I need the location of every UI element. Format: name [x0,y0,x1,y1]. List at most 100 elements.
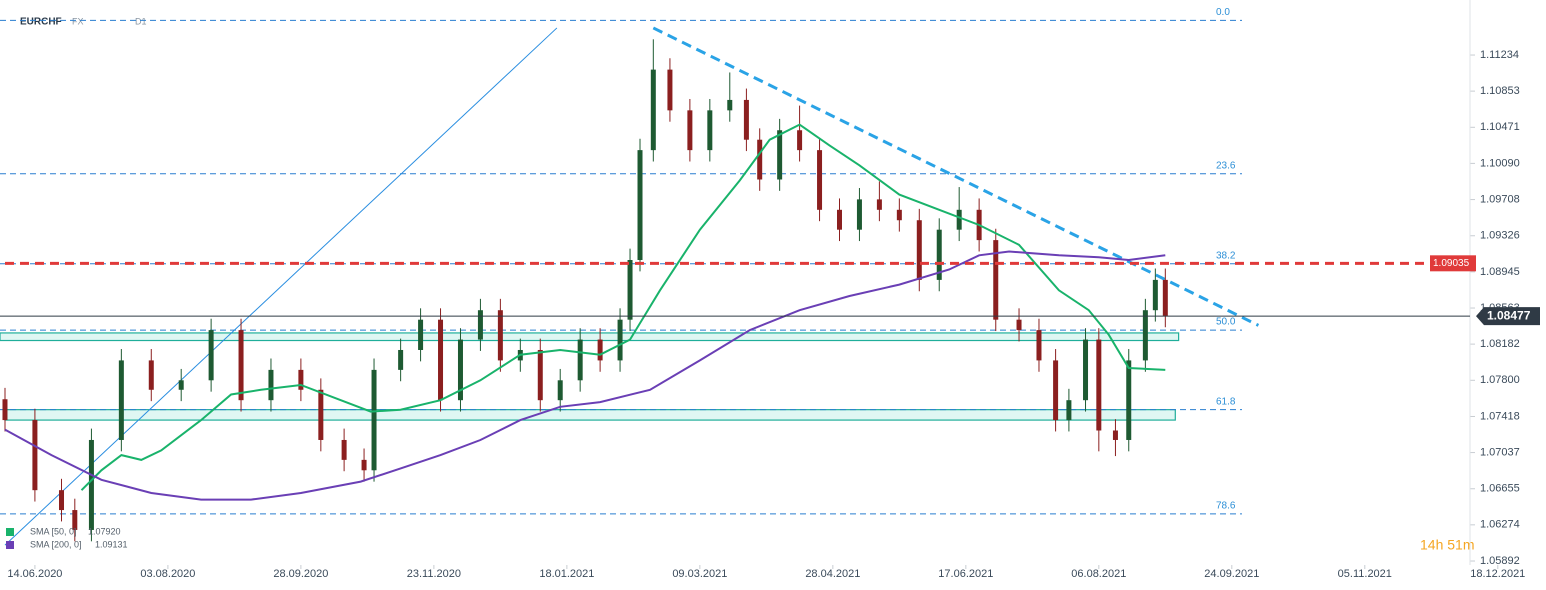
candle-body [88,439,94,530]
candle-body [757,139,763,180]
y-tick-label: 1.09708 [1480,193,1520,205]
candle-body [341,439,347,460]
legend-swatch [6,528,14,536]
candle-body [836,209,842,230]
candle-body [797,130,803,151]
candle-body [817,150,823,210]
candle-body [707,110,713,151]
fib-label: 50.0 [1216,317,1236,328]
candle-body [537,349,543,401]
x-tick-label: 09.03.2021 [672,568,727,580]
symbol: EURCHF [20,17,62,28]
candle-body [650,69,656,151]
candle-timer: 14h 51m [1420,537,1474,553]
x-tick-label: 18.12.2021 [1470,568,1525,580]
candle-body [238,330,244,401]
y-tick-label: 1.10471 [1480,121,1520,133]
fib-label: 0.0 [1216,7,1230,18]
candle-body [1036,330,1042,361]
candle-body [727,99,733,111]
sma-line [80,123,1166,491]
candle-body [617,319,623,361]
candle-body [208,330,214,381]
candle-body [557,380,563,401]
candle-body [477,310,483,340]
candle-body [1126,360,1132,440]
legend-name: SMA [200, 0] [30,539,82,549]
candle-body [457,339,463,401]
candle-body [32,420,38,491]
candle-body [418,319,424,350]
x-tick-label: 14.06.2020 [7,568,62,580]
sma-line [4,250,1166,501]
candle-body [993,240,999,320]
candle-body [298,369,304,390]
candle-body [1142,310,1148,361]
y-tick-label: 1.10853 [1480,85,1520,97]
candle-body [777,130,783,180]
fib-label: 23.6 [1216,160,1236,171]
y-tick-label: 1.07037 [1480,446,1520,458]
fib-label: 38.2 [1216,250,1236,261]
candle-body [1096,339,1102,431]
x-tick-label: 18.01.2021 [539,568,594,580]
y-tick-label: 1.05892 [1480,555,1520,567]
x-tick-label: 06.08.2021 [1071,568,1126,580]
y-tick-label: 1.08182 [1480,338,1520,350]
candle-body [1066,400,1072,421]
candle-body [1016,319,1022,331]
x-tick-label: 23.11.2020 [407,568,461,580]
candle-body [438,319,444,401]
candle-body [148,360,154,390]
x-tick-label: 05.11.2021 [1338,568,1392,580]
y-tick-label: 1.07800 [1480,374,1520,386]
resistance-label: 1.09035 [1433,258,1470,269]
support-zone [4,409,1176,421]
y-tick-label: 1.07418 [1480,410,1520,422]
candle-body [1162,279,1168,316]
candle-body [627,260,633,320]
x-tick-label: 03.08.2020 [140,568,195,580]
last-price-label: 1.08477 [1487,308,1531,322]
candle-body [2,399,8,421]
x-tick-label: 17.06.2021 [938,568,993,580]
candle-body [268,369,274,401]
legend-value: 1.07920 [88,526,121,536]
candle-body [667,69,673,111]
candle-body [59,490,65,511]
y-tick-label: 1.11234 [1480,49,1519,61]
x-tick-label: 28.04.2021 [805,568,860,580]
candle-body [916,220,922,280]
interval[interactable]: D1 [135,16,147,26]
candle-body [398,349,404,370]
candle-body [72,510,78,530]
y-tick-label: 1.08945 [1480,266,1520,278]
resistance-tag [1430,255,1476,272]
market[interactable]: FX [72,16,84,26]
candle-body [856,199,862,230]
x-tick-label: 28.09.2020 [273,568,328,580]
legend-value: 1.09131 [95,539,128,549]
candle-body [361,459,367,471]
legend-name: SMA [50, 0] [30,526,77,536]
y-tick-label: 1.06655 [1480,483,1520,495]
candle-body [597,339,603,361]
candle-body [1112,430,1118,440]
candle-body [956,209,962,230]
candle-body [1152,279,1158,311]
candle-body [318,389,324,440]
candle-body [371,369,377,471]
candle-body [577,339,583,381]
last-price-tag [1476,307,1540,326]
fib-label: 61.8 [1216,396,1236,407]
candle-body [687,110,693,151]
trendline [652,26,1260,327]
candle-body [637,150,643,261]
x-tick-label: 24.09.2021 [1204,568,1259,580]
y-tick-label: 1.10090 [1480,157,1520,169]
candle-body [936,229,942,280]
candle-body [896,209,902,221]
candle-body [178,380,184,390]
candle-body [1083,339,1089,401]
